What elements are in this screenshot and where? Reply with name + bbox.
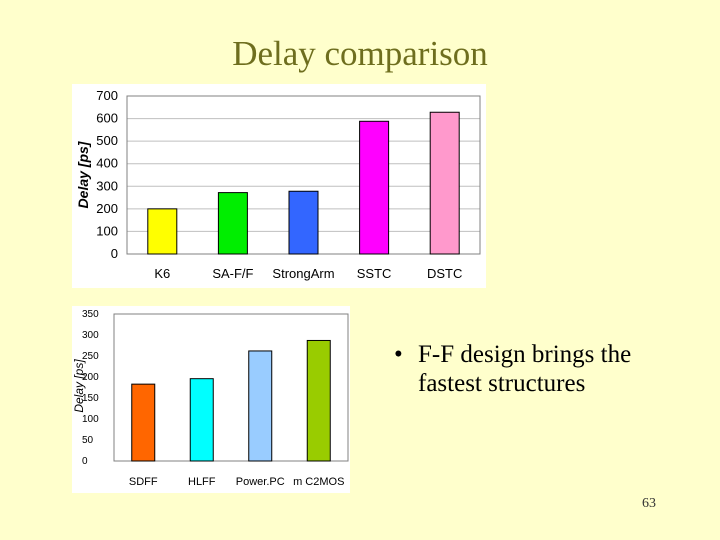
x-category-label: SDFF [129, 476, 158, 488]
delay-chart-top-svg: 0 100 200 300 400 500 600 700 K6 SA-F/F StrongArm S… [75, 88, 481, 281]
bullet-point: • F-F design brings the fastest structur… [394, 340, 694, 398]
y-tick-label: 200 [96, 201, 118, 216]
bar-m-c2mos [306, 339, 331, 462]
plot-area-frame [113, 313, 349, 462]
y-tick-label: 700 [96, 88, 118, 103]
y-tick-label: 150 [82, 393, 99, 404]
x-category-label: StrongArm [272, 266, 334, 281]
bar-sa-f-f [217, 192, 248, 255]
bullet-dot-icon: • [394, 341, 403, 368]
y-tick-label: 300 [96, 178, 118, 193]
y-tick-label: 200 [82, 372, 99, 383]
x-category-label: HLFF [188, 476, 216, 488]
bar-hlff [189, 378, 214, 462]
x-category-label: Power.PC [236, 476, 285, 488]
y-axis-label: Delay [ps] [75, 140, 91, 208]
bar-k6 [147, 208, 178, 255]
y-tick-label: 100 [82, 414, 99, 425]
y-tick-label: 250 [82, 351, 99, 362]
y-tick-label: 500 [96, 133, 118, 148]
y-tick-label: 50 [82, 435, 94, 446]
y-tick-label: 100 [96, 223, 118, 238]
bar-dstc [429, 111, 460, 255]
y-tick-label: 400 [96, 156, 118, 171]
bar-sstc [359, 120, 390, 255]
bar-sdff [131, 383, 156, 462]
y-tick-label: 350 [82, 309, 99, 320]
y-tick-label: 0 [111, 246, 118, 261]
x-category-label: SA-F/F [212, 266, 253, 281]
y-tick-label: 300 [82, 330, 99, 341]
delay-chart-bottom-svg: 0 50 100 150 200 250 300 350 SDFF HLFF Power.PC m C… [72, 309, 349, 488]
x-category-label: m C2MOS [293, 476, 344, 488]
y-axis-label: Delay [ps] [72, 359, 86, 413]
bar-strongarm [288, 190, 319, 255]
page-number: 63 [642, 496, 656, 511]
y-tick-label: 0 [82, 456, 88, 467]
y-tick-label: 600 [96, 111, 118, 126]
x-category-label: SSTC [357, 266, 392, 281]
delay-chart-top: 0 100 200 300 400 500 600 700 K6 SA-F/F StrongArm S… [72, 84, 486, 288]
slide-title: Delay comparison [232, 34, 488, 73]
x-category-label: K6 [154, 266, 170, 281]
x-category-label: DSTC [427, 266, 462, 281]
delay-chart-bottom: 0 50 100 150 200 250 300 350 SDFF HLFF Power.PC m C… [72, 306, 350, 493]
bullet-text: F-F design brings the fastest structures [418, 341, 632, 397]
bar-power-pc [248, 350, 273, 462]
